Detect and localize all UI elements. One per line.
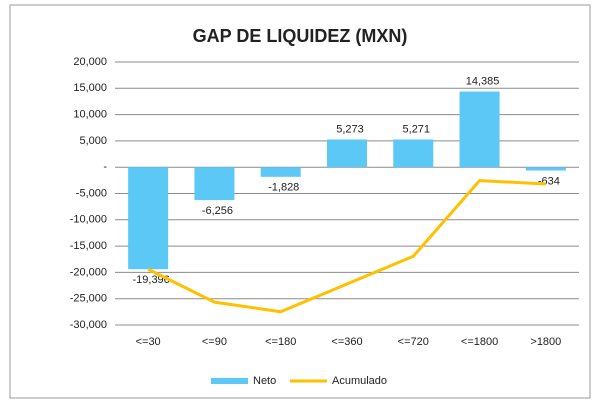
bar	[128, 167, 169, 270]
y-tick-label: 5,000	[79, 135, 107, 147]
y-tick-label: -10,000	[70, 214, 107, 226]
x-tick-label: <=1800	[461, 336, 498, 348]
y-tick-label: 20,000	[73, 56, 107, 68]
bar	[194, 167, 235, 201]
legend-label: Acumulado	[332, 375, 387, 387]
x-tick-label: <=180	[265, 336, 296, 348]
y-tick-label: -25,000	[70, 293, 107, 305]
data-label: -6,256	[202, 205, 233, 217]
bar	[260, 167, 301, 177]
x-tick-label: <=360	[331, 336, 362, 348]
y-tick-label: -20,000	[70, 266, 107, 278]
y-tick-label: -15,000	[70, 240, 107, 252]
bar	[525, 167, 566, 171]
line	[147, 179, 546, 314]
y-tick-label: 10,000	[73, 109, 107, 121]
data-label: 14,385	[466, 75, 500, 87]
y-tick-label: -5,000	[76, 187, 107, 199]
x-tick-label: >1800	[530, 336, 561, 348]
chart-title: GAP DE LIQUIDEZ (MXN)	[193, 26, 408, 46]
x-tick-label: <=30	[136, 336, 161, 348]
data-label: 5,273	[336, 123, 364, 135]
bar	[393, 139, 434, 168]
y-tick-label: -30,000	[70, 319, 107, 331]
x-tick-label: <=720	[398, 336, 429, 348]
data-label: -19,396	[132, 274, 169, 286]
data-label: -634	[538, 175, 560, 187]
bar	[459, 91, 500, 168]
bar	[327, 139, 367, 168]
x-tick-label: <=90	[202, 336, 227, 348]
chart-border	[9, 4, 591, 399]
y-tick-label: 15,000	[73, 82, 107, 94]
data-label: -1,828	[268, 182, 299, 194]
y-tick-label: -	[103, 161, 107, 173]
data-label: 5,271	[403, 123, 431, 135]
legend-label: Neto	[253, 375, 276, 387]
